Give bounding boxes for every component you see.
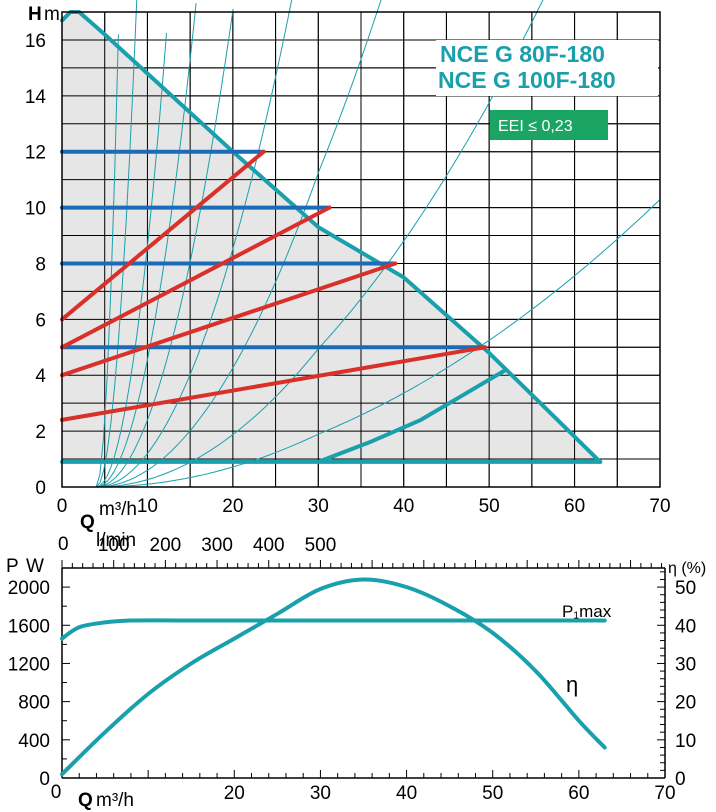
x-tick-label: 0 [57,496,68,517]
model-name-1: NCE G 80F-180 [440,41,605,67]
system-curve [96,0,544,488]
top-chart-tick-labels: 0 10 20 30 40 50 60 70 0 2 4 6 8 10 12 14 16 [25,31,671,517]
lmin-tick-label: 300 [201,535,233,556]
p-tick-label: 400 [18,731,50,752]
h-axis-label: H [28,4,42,25]
y-tick-label: 10 [25,199,46,220]
y-tick-label: 4 [35,366,46,387]
lmin-zero-label: 0 [58,534,69,555]
x-tick-label: 30 [308,496,329,517]
y-tick-label: 2 [35,422,46,443]
efficiency-curve [60,577,607,777]
lmin-tick-label: 500 [305,535,337,556]
y-tick-label: 0 [35,478,46,499]
eta-axis-label: η (%) [668,560,706,577]
eta-tick-label: 50 [675,578,696,599]
bottom-chart-frame [61,560,666,779]
x-tick-label: 40 [393,496,414,517]
y-tick-label: 14 [25,87,47,108]
p-unit-label: W [26,556,44,577]
q-axis-label-bottom: Q [78,790,93,811]
h-axis-unit: m [44,4,60,25]
y-tick-label: 6 [35,310,46,331]
top-plot-border [61,11,661,488]
bottom-x-tick-label: 30 [310,783,331,804]
curve-prop-pressure [60,205,332,350]
p-axis-label: P [6,556,19,577]
bottom-chart-series [60,577,607,777]
eta-tick-label: 20 [675,693,696,714]
curve-prop-pressure [60,149,266,322]
eta-tick-label: 30 [675,654,696,675]
bottom-x-tick-label: 50 [482,783,503,804]
bottom-x-tick-label: 0 [51,782,62,803]
lmin-unit-label: l/min [96,530,136,551]
x-tick-label: 70 [649,496,670,517]
system-curve [95,0,138,488]
q-unit-label-top: m³/h [99,499,137,520]
system-curve [96,33,167,488]
bottom-x-tick-label: 60 [568,783,589,804]
system-curve [96,0,293,488]
eta-tick-label: 40 [675,616,696,637]
x-tick-label: 50 [479,496,500,517]
x-tick-label: 20 [222,496,243,517]
p1max-series-label: P₁max [562,602,612,621]
bottom-chart-tick-labels: 20 30 40 50 60 700040080012001600200001020304… [8,535,696,804]
q-unit-label-bottom: m³/h [96,790,134,811]
eta-series-label: η [566,672,578,697]
curve-prop-pressure [60,261,398,378]
model-name-2: NCE G 100F-180 [438,67,616,93]
top-chart-series [60,10,603,464]
curve-prop-pressure [60,345,487,422]
x-tick-label: 10 [137,496,158,517]
p-tick-label: 1200 [8,654,50,675]
y-tick-label: 8 [35,254,46,275]
bottom-x-tick-label: 70 [654,783,675,804]
p1max-curve [60,618,607,641]
lmin-tick-label: 100 [98,535,130,556]
eei-badge [490,110,608,140]
system-curve [96,8,234,488]
lmin-tick-label: 400 [253,535,285,556]
y-tick-label: 16 [25,31,46,52]
p-tick-label: 0 [39,769,50,790]
model-label-background [436,40,658,96]
system-curve [96,0,382,488]
lmin-tick-label: 200 [150,535,182,556]
bottom-x-tick-label: 40 [396,783,417,804]
x-tick-label: 60 [564,496,585,517]
bottom-x-tick-label: 20 [224,783,245,804]
y-tick-label: 12 [25,143,46,164]
eta-tick-label: 0 [675,769,686,790]
top-chart-frame [61,11,661,488]
p-tick-label: 1600 [8,616,50,637]
p-tick-label: 2000 [8,578,50,599]
q-axis-label-top: Q [80,512,95,533]
p-tick-label: 800 [18,693,50,714]
eta-tick-label: 10 [675,731,696,752]
system-curve [95,34,119,488]
system-curve [96,199,661,488]
eei-label: EEI ≤ 0,23 [498,118,573,135]
curve-min-curve [316,367,509,464]
